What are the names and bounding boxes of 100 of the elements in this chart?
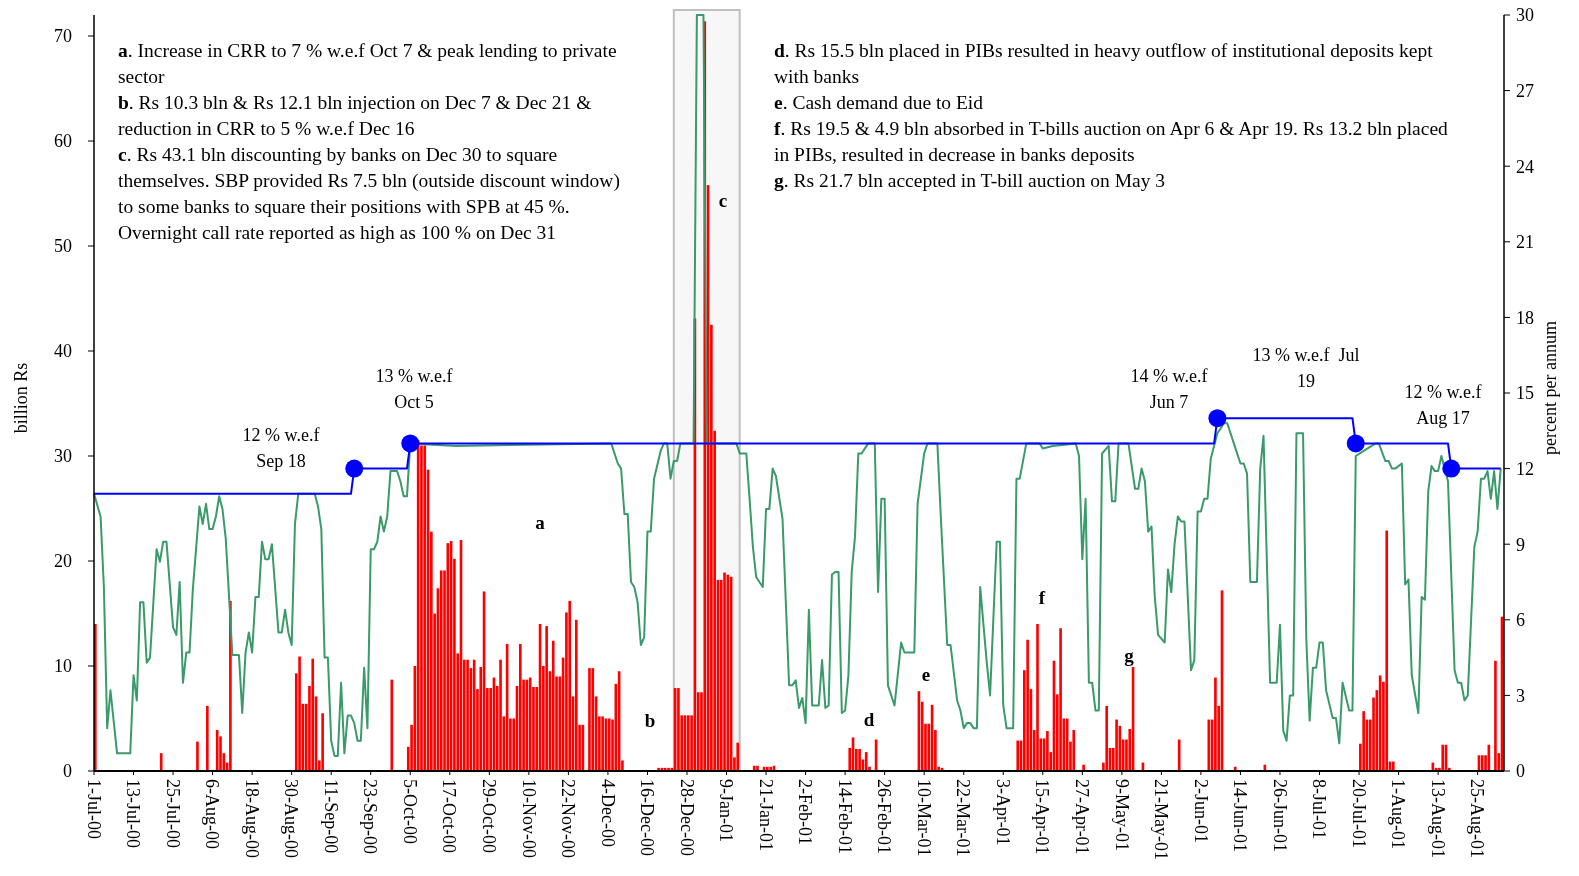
bar xyxy=(601,716,604,771)
annotation: e xyxy=(921,663,931,685)
x-tick-label: 21-May-01 xyxy=(1151,779,1172,860)
x-tick-label: 26-Feb-01 xyxy=(874,779,895,854)
bar xyxy=(420,445,423,771)
bar xyxy=(206,705,209,771)
x-tick-label: 26-Jun-01 xyxy=(1269,779,1290,852)
y-tick-label: 0 xyxy=(63,761,72,782)
x-tick-label: 10-Nov-00 xyxy=(518,779,539,858)
bar xyxy=(1385,530,1389,771)
annotation: 12 % w.e.f Sep 18 xyxy=(242,425,320,472)
x-tick-label: 1-Jul-00 xyxy=(83,779,104,839)
bar xyxy=(518,643,522,771)
x-tick-label: 29-Oct-00 xyxy=(479,779,500,853)
x-tick-label: 3-Apr-01 xyxy=(992,779,1013,846)
point xyxy=(1442,459,1461,478)
y2-tick-label: 3 xyxy=(1516,685,1525,706)
x-tick-label: 18-Aug-00 xyxy=(241,779,262,858)
annotation: c. Rs 43.1 bln discounting by banks on Dec 30 to square themselves. SBP provided Rs 7.5 bln (outside discount window) to some banks to square their positions with SPB at 45 %. Overnight call rate reported as high as 100 % on Dec 31 xyxy=(118,143,621,245)
bar xyxy=(466,659,469,771)
bar xyxy=(215,730,219,771)
bar xyxy=(1214,677,1217,771)
x-tick-label: 28-Dec-00 xyxy=(676,779,697,856)
x-tick-label: 30-Aug-00 xyxy=(281,779,302,858)
bar xyxy=(551,640,555,771)
x-tick-label: 22-Mar-01 xyxy=(953,779,974,857)
y-tick-label: 10 xyxy=(54,656,72,677)
bar xyxy=(568,600,572,771)
x-tick-label: 23-Sep-00 xyxy=(360,779,381,854)
bar xyxy=(1105,705,1109,771)
y-tick-label: 50 xyxy=(54,236,72,257)
x-tick-label: 13-Aug-01 xyxy=(1427,779,1448,858)
x-tick-label: 17-Oct-00 xyxy=(439,779,460,853)
y2-tick-label: 18 xyxy=(1516,307,1534,328)
y-tick-label: 70 xyxy=(54,26,72,47)
bar xyxy=(298,656,301,771)
x-tick-label: 2-Jun-01 xyxy=(1190,779,1211,843)
y-axis-title: billion Rs xyxy=(11,362,31,434)
x-tick-label: 5-Oct-00 xyxy=(399,779,420,844)
y2-tick-label: 6 xyxy=(1516,610,1525,631)
annotation: 13 % w.e.f Jul 19 xyxy=(1252,345,1360,392)
y2-tick-label: 27 xyxy=(1516,80,1534,101)
y-tick-label: 20 xyxy=(54,551,72,572)
y-tick-label: 30 xyxy=(54,446,72,467)
y2-tick-label: 12 xyxy=(1516,458,1534,479)
x-tick-label: 14-Feb-01 xyxy=(834,779,855,854)
annotation: g xyxy=(1124,644,1135,666)
x-tick-label: 4-Dec-00 xyxy=(597,779,618,847)
x-tick-label: 9-May-01 xyxy=(1111,779,1132,851)
annotation: e. Cash demand due to Eid xyxy=(774,91,985,115)
point xyxy=(1346,434,1365,453)
x-tick-label: 13-Jul-00 xyxy=(123,779,144,848)
annotation: g. Rs 21.7 bln accepted in T-bill auction on May 3 xyxy=(774,169,1167,193)
x-tick-label: 1-Aug-01 xyxy=(1388,779,1409,849)
bar xyxy=(864,752,868,771)
bar xyxy=(858,748,861,771)
bar xyxy=(1026,639,1029,771)
bar xyxy=(439,570,443,771)
y2-tick-label: 21 xyxy=(1516,232,1534,253)
y2-tick-label: 9 xyxy=(1516,534,1525,555)
bar xyxy=(677,688,680,771)
x-tick-label: 2-Feb-01 xyxy=(795,779,816,845)
y-tick-label: 40 xyxy=(54,341,72,362)
x-tick-label: 11-Sep-00 xyxy=(320,779,341,854)
annotation: 13 % w.e.f Oct 5 xyxy=(375,366,453,413)
x-tick-label: 14-Jun-01 xyxy=(1230,779,1251,852)
point xyxy=(1208,409,1227,428)
bar xyxy=(499,659,502,771)
x-tick-label: 10-Mar-01 xyxy=(913,779,934,857)
annotation: a xyxy=(535,511,546,533)
y-tick-label: 60 xyxy=(54,131,72,152)
y2-tick-label: 24 xyxy=(1516,156,1534,177)
x-tick-label: 20-Jul-01 xyxy=(1348,779,1369,848)
x-tick-label: 21-Jan-01 xyxy=(755,779,776,851)
line-series xyxy=(93,14,1502,757)
bar xyxy=(1046,731,1049,771)
x-tick-label: 8-Jul-01 xyxy=(1309,779,1330,839)
bar xyxy=(1494,660,1497,771)
y2-tick-label: 0 xyxy=(1516,761,1525,782)
x-tick-label: 25-Aug-01 xyxy=(1467,779,1488,858)
y2-tick-label: 30 xyxy=(1516,5,1534,26)
bar xyxy=(423,445,427,771)
bar xyxy=(321,713,324,771)
bar xyxy=(736,742,740,771)
annotation: c xyxy=(718,189,728,211)
annotation: 14 % w.e.f Jun 7 xyxy=(1130,366,1208,413)
bar xyxy=(591,668,595,771)
bar xyxy=(545,626,548,771)
x-tick-label: 25-Jul-00 xyxy=(162,779,183,848)
bar xyxy=(723,572,726,771)
y2-tick-label: 15 xyxy=(1516,383,1534,404)
y2-axis-title: percent per annum xyxy=(1540,321,1560,455)
bar xyxy=(574,619,578,771)
bar xyxy=(390,679,394,771)
bar xyxy=(196,741,199,771)
annotation: f xyxy=(1038,586,1046,608)
bar xyxy=(159,753,163,771)
bar xyxy=(588,668,591,771)
bar xyxy=(1036,624,1039,771)
bar xyxy=(1115,719,1118,771)
